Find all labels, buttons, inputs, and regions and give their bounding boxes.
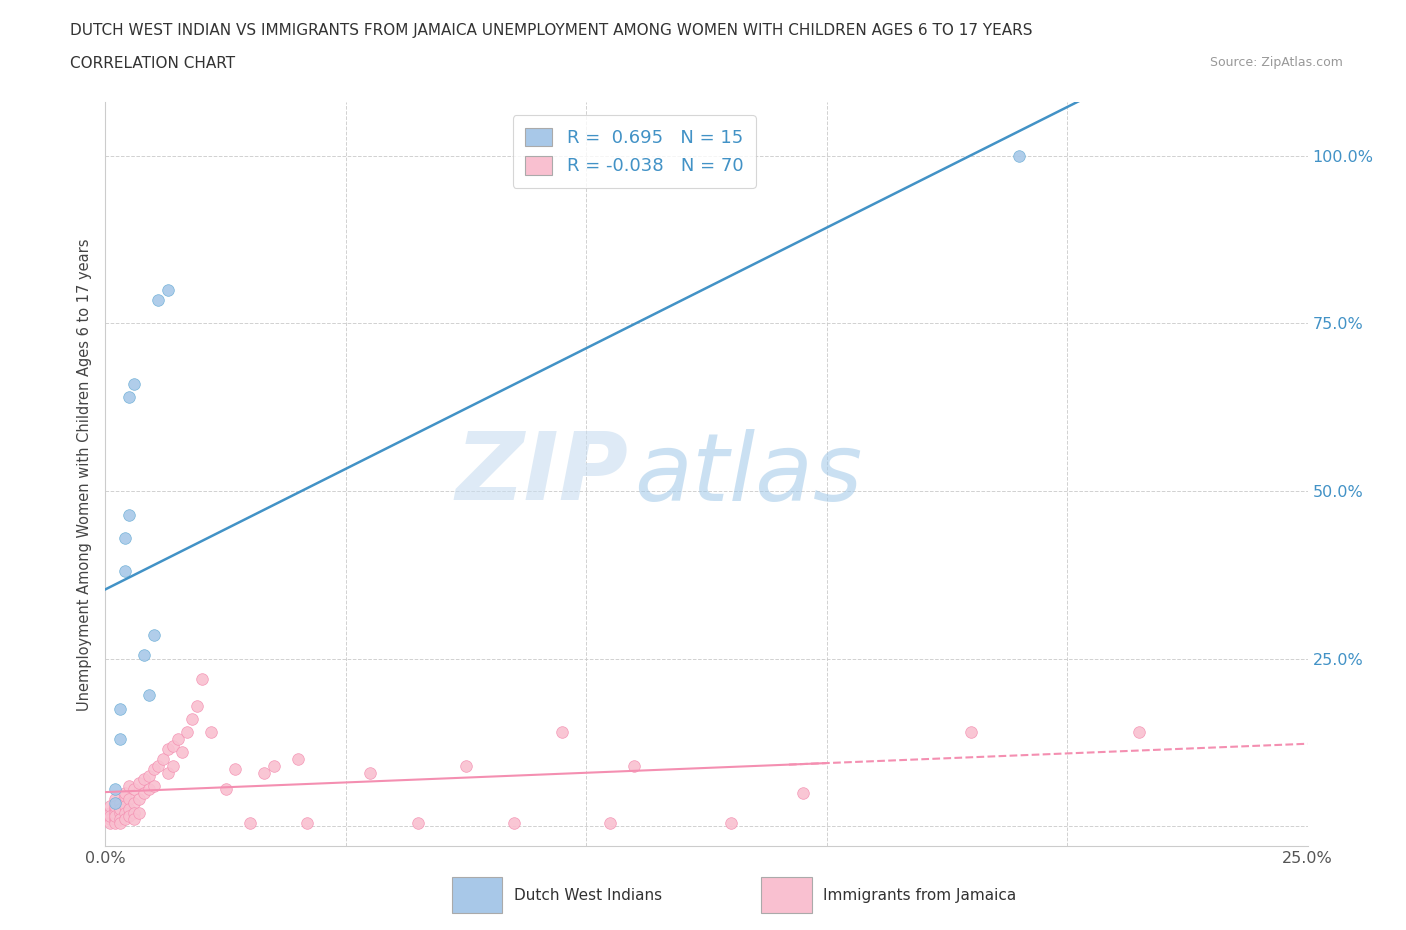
Point xyxy=(142,778,165,793)
Point xyxy=(108,812,131,827)
Point xyxy=(253,765,276,780)
Point xyxy=(132,772,155,787)
Point xyxy=(104,812,127,827)
Point xyxy=(1008,149,1031,164)
FancyBboxPatch shape xyxy=(762,877,811,913)
Text: Source: ZipAtlas.com: Source: ZipAtlas.com xyxy=(1209,56,1343,69)
Point xyxy=(114,805,136,820)
Point xyxy=(720,816,742,830)
Point xyxy=(124,805,146,820)
Point xyxy=(142,628,165,643)
Point xyxy=(162,738,184,753)
Point xyxy=(200,724,222,739)
Point xyxy=(108,701,131,716)
Point xyxy=(172,745,194,760)
Point xyxy=(148,759,170,774)
Point xyxy=(503,816,526,830)
Point xyxy=(406,816,429,830)
Point xyxy=(239,816,262,830)
Point xyxy=(124,812,146,827)
Point xyxy=(98,816,121,830)
Point xyxy=(104,802,127,817)
Point xyxy=(551,724,574,739)
Point xyxy=(224,762,246,777)
Point xyxy=(104,795,127,810)
Point xyxy=(190,671,212,686)
Point xyxy=(128,805,150,820)
Point xyxy=(156,283,179,298)
Point xyxy=(118,792,141,807)
Text: Immigrants from Jamaica: Immigrants from Jamaica xyxy=(824,887,1017,903)
Point xyxy=(114,789,136,804)
Point xyxy=(108,805,131,820)
Point xyxy=(104,782,127,797)
Point xyxy=(214,782,236,797)
Point xyxy=(108,795,131,810)
Point xyxy=(138,782,160,797)
Point xyxy=(114,812,136,827)
Point xyxy=(118,778,141,793)
Point xyxy=(104,792,127,807)
Text: Dutch West Indians: Dutch West Indians xyxy=(515,887,662,903)
Point xyxy=(599,816,621,830)
Legend: R =  0.695   N = 15, R = -0.038   N = 70: R = 0.695 N = 15, R = -0.038 N = 70 xyxy=(513,115,756,188)
Point xyxy=(960,724,983,739)
Point xyxy=(124,795,146,810)
Point xyxy=(108,802,131,817)
Point xyxy=(124,782,146,797)
Point xyxy=(132,785,155,800)
FancyBboxPatch shape xyxy=(453,877,502,913)
Point xyxy=(114,565,136,579)
Point xyxy=(128,776,150,790)
Point xyxy=(98,812,121,827)
Point xyxy=(359,765,381,780)
Point xyxy=(118,507,141,522)
Point xyxy=(138,688,160,703)
Text: CORRELATION CHART: CORRELATION CHART xyxy=(70,56,235,71)
Point xyxy=(118,390,141,405)
Point xyxy=(287,751,309,766)
Point xyxy=(132,648,155,663)
Point xyxy=(162,759,184,774)
Point xyxy=(104,805,127,820)
Y-axis label: Unemployment Among Women with Children Ages 6 to 17 years: Unemployment Among Women with Children A… xyxy=(77,238,93,711)
Point xyxy=(128,792,150,807)
Point xyxy=(181,711,204,726)
Point xyxy=(166,732,188,747)
Point xyxy=(124,377,146,392)
Point xyxy=(98,799,121,814)
Point xyxy=(156,741,179,756)
Text: ZIP: ZIP xyxy=(456,429,628,520)
Text: atlas: atlas xyxy=(634,429,863,520)
Point xyxy=(792,785,814,800)
Point xyxy=(186,698,208,713)
Point xyxy=(138,768,160,783)
Point xyxy=(114,799,136,814)
Point xyxy=(114,785,136,800)
Point xyxy=(108,732,131,747)
Point xyxy=(454,759,477,774)
Point xyxy=(108,816,131,830)
Point xyxy=(1128,724,1150,739)
Point xyxy=(104,809,127,824)
Point xyxy=(98,809,121,824)
Point xyxy=(623,759,645,774)
Point xyxy=(98,805,121,820)
Point xyxy=(148,293,170,308)
Point xyxy=(104,799,127,814)
Point xyxy=(176,724,198,739)
Point xyxy=(156,765,179,780)
Point xyxy=(152,751,174,766)
Point xyxy=(114,530,136,545)
Text: DUTCH WEST INDIAN VS IMMIGRANTS FROM JAMAICA UNEMPLOYMENT AMONG WOMEN WITH CHILD: DUTCH WEST INDIAN VS IMMIGRANTS FROM JAM… xyxy=(70,23,1033,38)
Point xyxy=(118,809,141,824)
Point xyxy=(297,816,319,830)
Point xyxy=(118,802,141,817)
Point xyxy=(104,816,127,830)
Point xyxy=(263,759,285,774)
Point xyxy=(142,762,165,777)
